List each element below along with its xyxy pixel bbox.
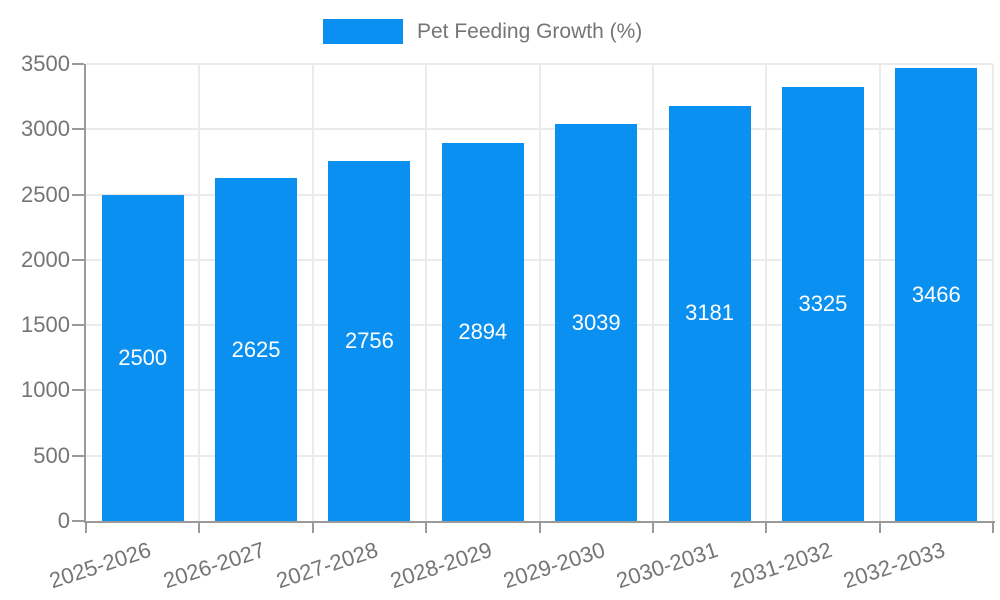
x-axis-tick: [765, 523, 768, 533]
bar-value-label: 2500: [118, 344, 168, 370]
bar-value-label: 3181: [685, 300, 735, 326]
bar-value-label: 2625: [231, 336, 281, 362]
y-tick-label: 2000: [21, 246, 70, 272]
x-category-label: 2027-2028: [273, 537, 382, 594]
y-axis-tick: [72, 454, 84, 457]
legend-swatch-icon: [323, 19, 403, 44]
y-axis-line: [84, 64, 86, 523]
y-axis-tick: [72, 520, 84, 522]
bar[interactable]: 3181: [668, 105, 751, 521]
x-axis-tick: [651, 523, 654, 533]
y-tick-label: 2500: [21, 181, 70, 207]
x-axis-tick: [878, 523, 881, 533]
bar-value-label: 2756: [344, 328, 394, 354]
legend-item[interactable]: Pet Feeding Growth (%): [323, 19, 642, 44]
y-tick-label: 0: [57, 508, 70, 533]
gridline-vertical: [878, 64, 881, 521]
y-tick-label: 3500: [21, 51, 70, 76]
y-tick-label: 3000: [21, 116, 70, 142]
plot-area: 0 500 1000 1500 2000 2500 3000 3500 2500 2025-202…: [21, 51, 995, 593]
gridline-vertical: [765, 64, 768, 521]
bar-value-label: 3039: [571, 309, 621, 335]
y-tick-label: 1500: [21, 312, 70, 338]
y-axis-tick: [72, 389, 84, 392]
bar[interactable]: 2625: [215, 178, 298, 521]
y-axis-tick: [72, 193, 84, 196]
gridline-vertical: [311, 64, 314, 521]
x-axis-tick: [425, 523, 428, 533]
x-axis-line: [84, 521, 995, 523]
x-axis-tick: [85, 523, 87, 533]
legend-label: Pet Feeding Growth (%): [417, 19, 643, 43]
x-axis-tick: [198, 523, 201, 533]
x-category-label: 2031-2032: [726, 537, 835, 594]
x-category-label: 2032-2033: [840, 537, 949, 594]
bar[interactable]: 3039: [555, 124, 638, 521]
y-tick-label: 1000: [21, 377, 70, 403]
gridline-vertical: [425, 64, 428, 521]
gridline-vertical: [651, 64, 654, 521]
x-category-label: 2029-2030: [500, 537, 608, 594]
y-tick-label: 500: [33, 442, 70, 468]
bar-value-label: 3325: [798, 290, 848, 316]
bar[interactable]: 3466: [895, 68, 978, 521]
y-axis-tick: [72, 324, 84, 327]
y-axis-tick: [72, 128, 84, 131]
gridline-vertical: [198, 64, 201, 521]
x-axis-tick: [311, 523, 314, 533]
x-axis-tick: [992, 523, 994, 533]
x-category-label: 2025-2026: [46, 537, 155, 594]
y-axis-tick: [72, 258, 84, 261]
x-axis-tick: [538, 523, 541, 533]
x-category-label: 2030-2031: [613, 537, 722, 594]
bar-value-label: 3466: [911, 281, 961, 307]
x-category-label: 2026-2027: [159, 537, 268, 594]
bar[interactable]: 2756: [328, 161, 411, 521]
y-axis-tick: [72, 63, 84, 66]
bar[interactable]: 2894: [441, 143, 524, 521]
bar-value-label: 2894: [458, 319, 508, 345]
bar[interactable]: 2500: [101, 194, 184, 521]
bar[interactable]: 3325: [781, 86, 864, 521]
gridline-vertical: [992, 64, 994, 521]
x-category-label: 2028-2029: [386, 537, 495, 594]
gridline-vertical: [538, 64, 541, 521]
